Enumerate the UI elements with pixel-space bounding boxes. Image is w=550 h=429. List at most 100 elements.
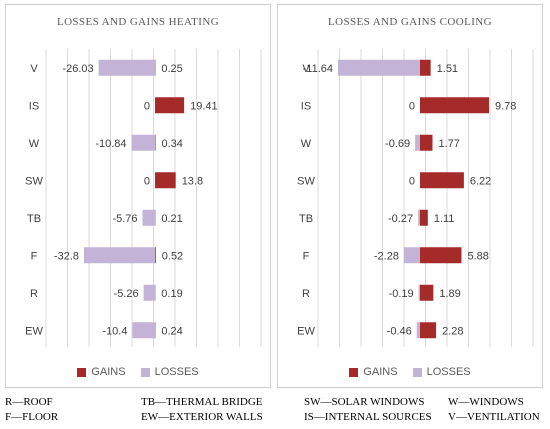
losses-data-label: -0.27 bbox=[388, 213, 413, 225]
gains-bar bbox=[420, 322, 437, 339]
losses-data-label: -32.8 bbox=[54, 250, 79, 262]
losses-bar bbox=[338, 59, 420, 76]
losses-data-label: 0 bbox=[409, 100, 415, 112]
losses-data-label: 0 bbox=[144, 175, 150, 187]
gains-data-label: 6.22 bbox=[470, 175, 491, 187]
gains-data-label: 0.34 bbox=[162, 138, 183, 150]
category-tick-label: IS bbox=[301, 100, 311, 112]
legend-losses-label: LOSSES bbox=[154, 366, 199, 378]
losses-data-label: -26.03 bbox=[62, 63, 93, 75]
abbreviation-key: R—ROOF TB—THERMAL BRIDGE SW—SOLAR WINDOW… bbox=[5, 396, 545, 426]
abbrev-item: TB—THERMAL BRIDGE bbox=[141, 396, 263, 408]
gains-bar bbox=[420, 134, 433, 151]
gains-bar bbox=[420, 284, 434, 301]
losses-data-label: -10.4 bbox=[102, 325, 127, 337]
gains-data-label: 19.41 bbox=[190, 100, 218, 112]
category-tick-label: R bbox=[30, 288, 38, 300]
gains-data-label: 1.51 bbox=[437, 63, 458, 75]
category-tick-label: SW bbox=[25, 175, 43, 187]
heating-legend: GAINS LOSSES bbox=[6, 366, 270, 380]
category-tick-label: F bbox=[31, 250, 38, 262]
losses-data-label: 0 bbox=[144, 100, 150, 112]
gains-bar bbox=[155, 134, 156, 151]
gains-data-label: 9.78 bbox=[495, 100, 516, 112]
legend-gains: GAINS bbox=[77, 366, 126, 378]
losses-data-label: -2.28 bbox=[374, 250, 399, 262]
abbrev-item: IS—INTERNAL SOURCES bbox=[304, 411, 432, 423]
gains-bar bbox=[155, 172, 176, 189]
category-tick-label: F bbox=[303, 250, 310, 262]
losses-bar bbox=[142, 209, 155, 226]
legend-gains: GAINS bbox=[349, 366, 398, 378]
gains-data-label: 1.77 bbox=[438, 138, 459, 150]
cooling-chart-panel: LOSSES AND GAINS COOLING V -11.64 1.51 IS 0 9… bbox=[277, 4, 543, 388]
losses-bar bbox=[415, 134, 420, 151]
losses-data-label: -0.19 bbox=[389, 288, 414, 300]
cooling-chart-plot: V-11.64 1.51 IS 0 9.78 W -0.69 1.77 SW 0 6.22 TB -0.… bbox=[297, 49, 534, 347]
gains-data-label: 0.19 bbox=[161, 288, 182, 300]
gains-data-label: 13.8 bbox=[182, 175, 203, 187]
category-tick-label: IS bbox=[29, 100, 39, 112]
losses-data-label: -0.46 bbox=[387, 325, 412, 337]
legend-losses-label: LOSSES bbox=[426, 366, 471, 378]
category-tick-label: EW bbox=[297, 325, 315, 337]
abbrev-item: V—VENTILATION bbox=[448, 411, 540, 423]
losses-bar bbox=[403, 247, 420, 264]
heating-chart-panel: LOSSES AND GAINS HEATING V -26.03 0.25 IS 0 1… bbox=[5, 4, 271, 388]
abbrev-item: EW—EXTERIOR WALLS bbox=[141, 411, 263, 423]
category-tick-label: EW bbox=[25, 325, 43, 337]
abbrev-item: F—FLOOR bbox=[5, 411, 59, 423]
category-tick-label: V bbox=[302, 63, 310, 75]
gains-data-label: 0.21 bbox=[161, 213, 182, 225]
losses-bar bbox=[418, 209, 420, 226]
losses-bar bbox=[131, 134, 155, 151]
category-tick-label: TB bbox=[299, 213, 313, 225]
legend-losses: LOSSES bbox=[412, 366, 471, 378]
category-tick-label: SW bbox=[297, 175, 315, 187]
cooling-legend: GAINS LOSSES bbox=[278, 366, 542, 380]
losses-bar bbox=[416, 322, 420, 339]
heating-chart-title: LOSSES AND GAINS HEATING bbox=[56, 16, 220, 28]
gains-bar bbox=[420, 59, 431, 76]
category-tick-label: W bbox=[301, 138, 312, 150]
gains-data-label: 1.11 bbox=[434, 213, 455, 225]
losses-data-label: 0 bbox=[409, 175, 415, 187]
losses-data-label: -11.64 bbox=[303, 63, 333, 75]
gains-data-label: 2.28 bbox=[442, 325, 463, 337]
legend-gains-swatch bbox=[349, 367, 359, 377]
abbreviation-row: F—FLOOR EW—EXTERIOR WALLS IS—INTERNAL SO… bbox=[5, 411, 545, 426]
losses-data-label: -10.84 bbox=[95, 138, 126, 150]
abbrev-item: SW—SOLAR WINDOWS bbox=[304, 396, 425, 408]
abbrev-item: W—WINDOWS bbox=[448, 396, 524, 408]
losses-data-label: -5.26 bbox=[114, 288, 139, 300]
gains-data-label: 0.24 bbox=[161, 325, 182, 337]
losses-bar bbox=[84, 247, 155, 264]
losses-bar bbox=[418, 284, 420, 301]
gains-data-label: 1.89 bbox=[439, 288, 460, 300]
gains-data-label: 0.52 bbox=[162, 250, 183, 262]
heating-chart-plot: V -26.03 0.25 IS 0 19.41 W -10.84 0.34 SW 0 13.8 TB -… bbox=[25, 49, 262, 347]
abbrev-item: R—ROOF bbox=[5, 396, 53, 408]
gains-bar bbox=[155, 97, 185, 114]
gains-bar bbox=[420, 247, 462, 264]
gains-bar bbox=[155, 247, 156, 264]
gains-data-label: 5.88 bbox=[467, 250, 488, 262]
gains-bar bbox=[420, 172, 464, 189]
legend-losses: LOSSES bbox=[140, 366, 199, 378]
category-tick-label: W bbox=[29, 138, 40, 150]
gridlines bbox=[45, 49, 262, 347]
losses-bar bbox=[98, 59, 155, 76]
category-tick-label: V bbox=[30, 63, 38, 75]
losses-data-label: -5.76 bbox=[112, 213, 137, 225]
legend-losses-swatch bbox=[412, 367, 422, 377]
gridlines bbox=[317, 49, 534, 347]
losses-bar bbox=[143, 284, 155, 301]
abbreviation-row: R—ROOF TB—THERMAL BRIDGE SW—SOLAR WINDOW… bbox=[5, 396, 545, 411]
legend-gains-label: GAINS bbox=[91, 366, 126, 378]
losses-bar bbox=[132, 322, 155, 339]
category-tick-label: R bbox=[302, 288, 310, 300]
cooling-chart-title: LOSSES AND GAINS COOLING bbox=[328, 16, 492, 28]
legend-gains-label: GAINS bbox=[363, 366, 398, 378]
category-tick-label: TB bbox=[27, 213, 41, 225]
losses-data-label: -0.69 bbox=[385, 138, 410, 150]
